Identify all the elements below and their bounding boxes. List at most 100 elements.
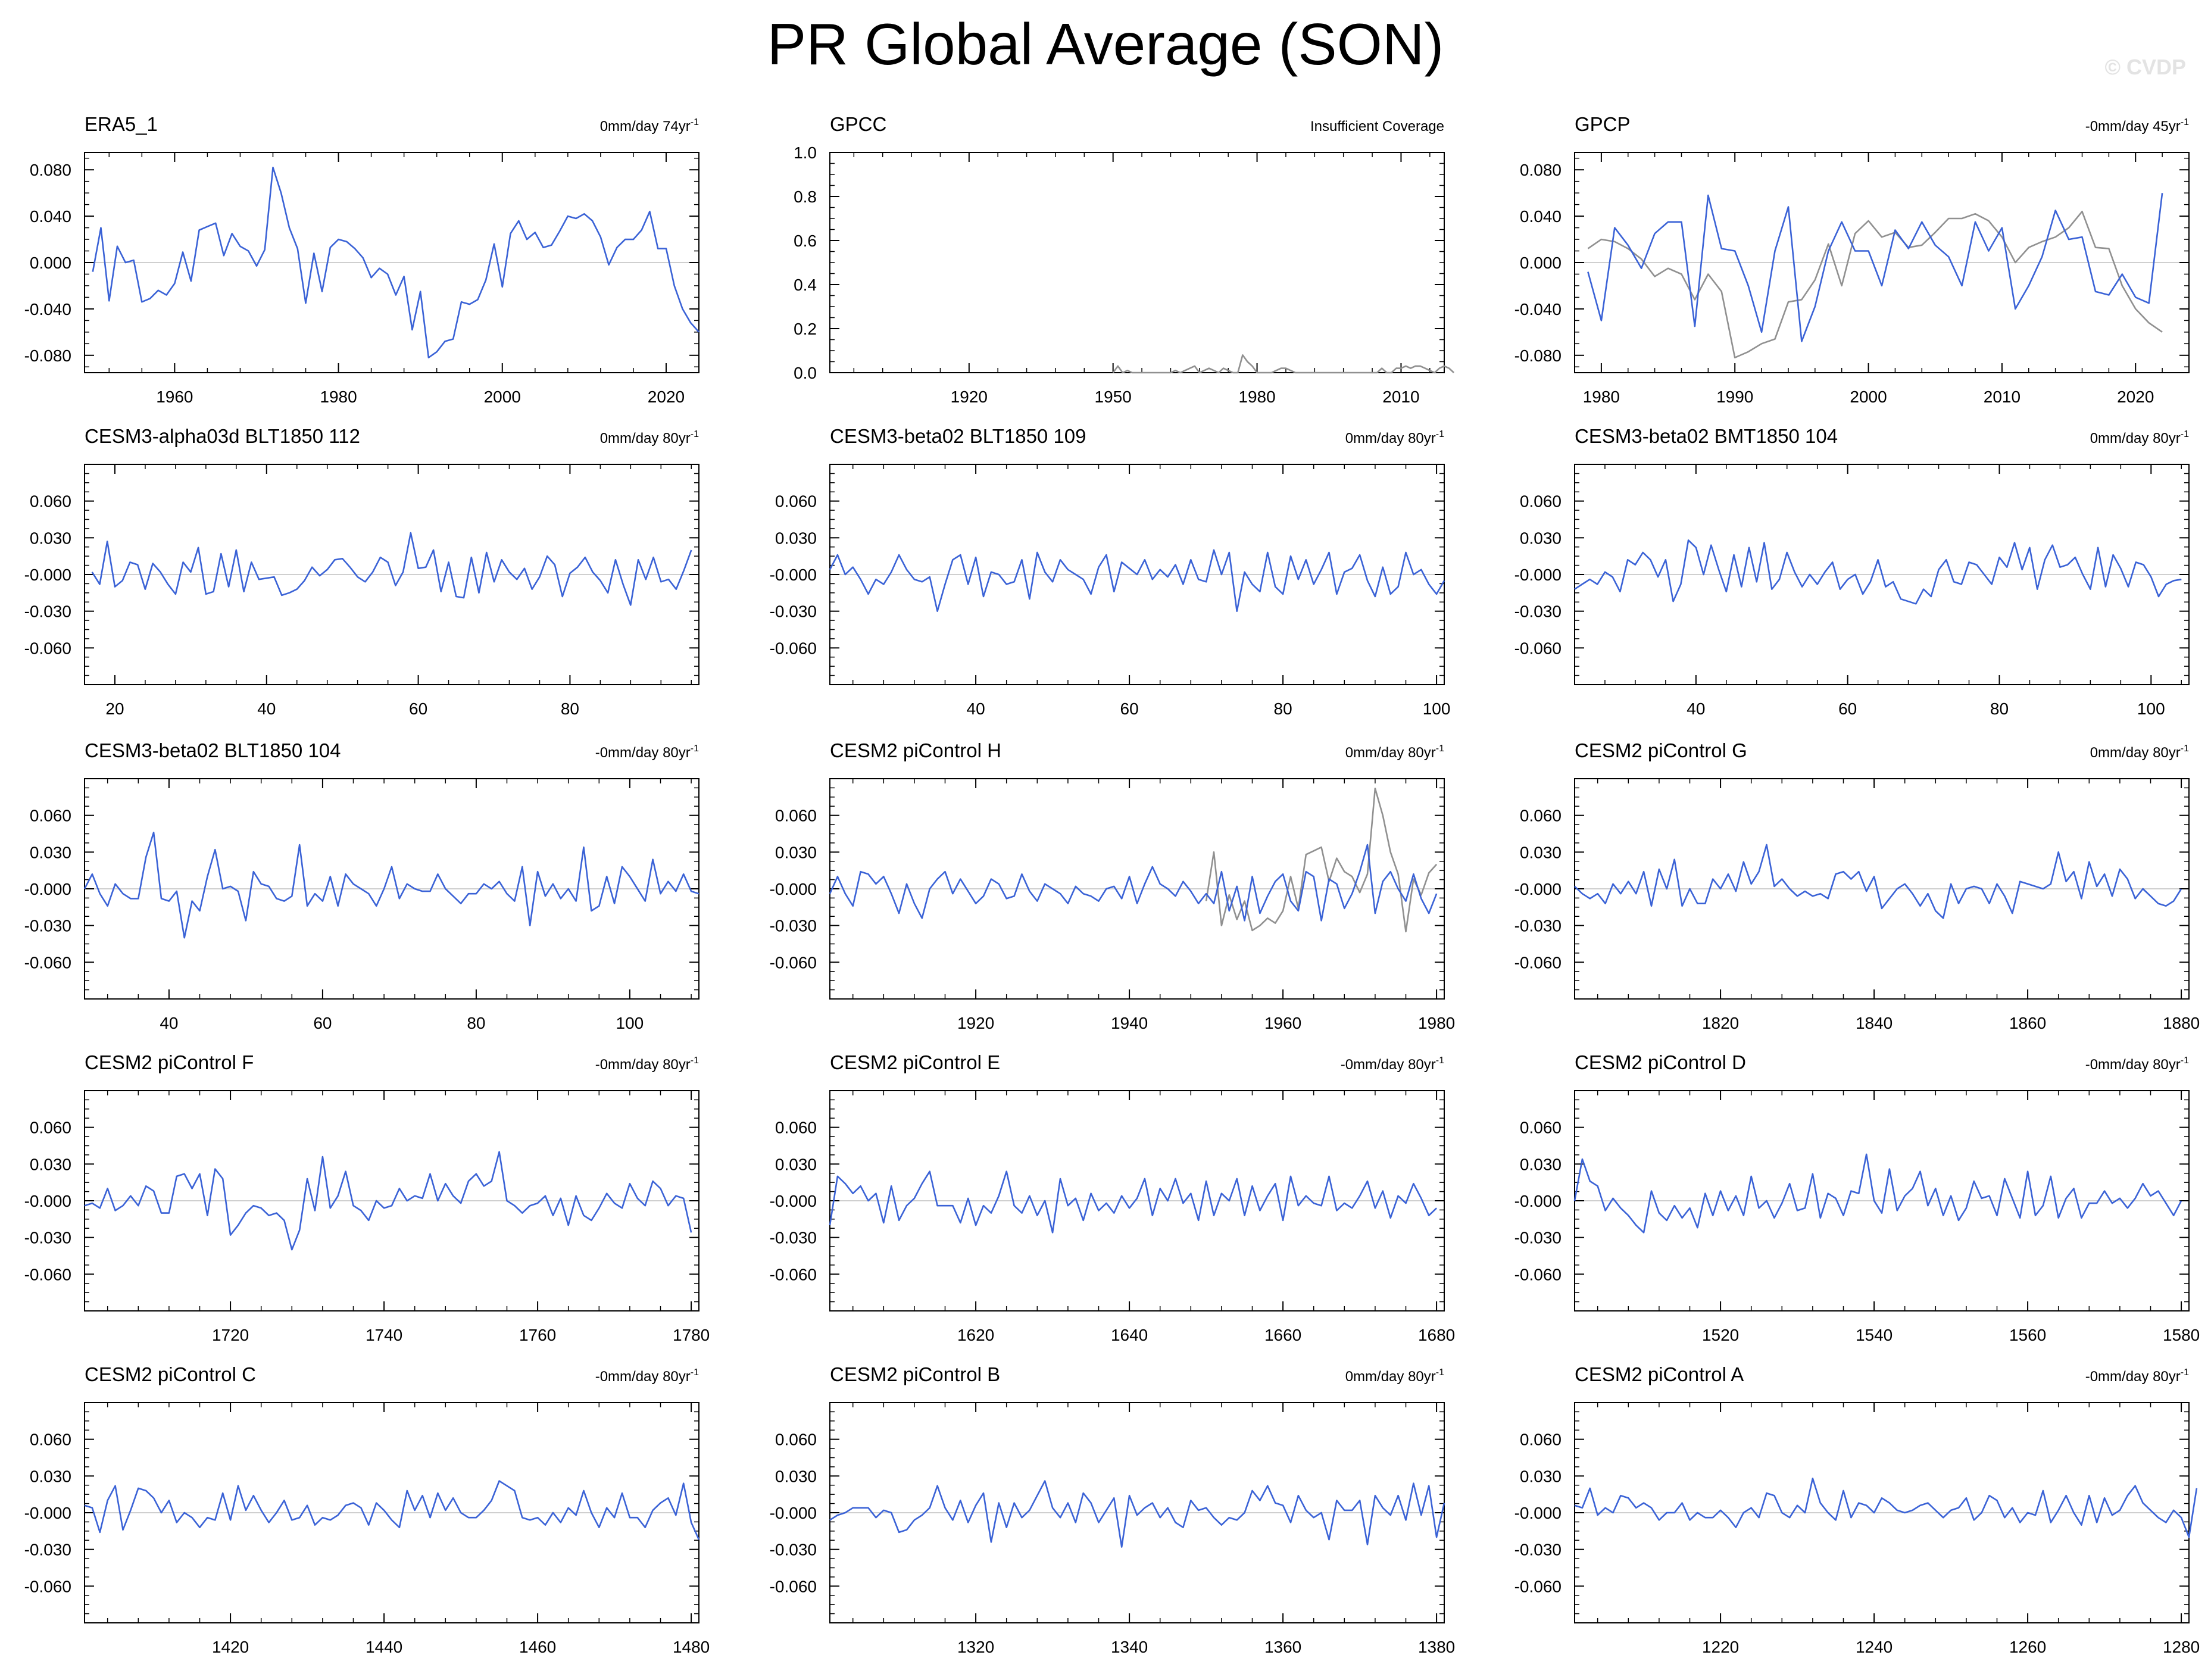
y-tick-label: -0.000: [1514, 1504, 1562, 1522]
y-tick-label: -0.040: [1514, 300, 1562, 318]
x-tick-label: 1440: [366, 1638, 402, 1656]
x-tick-label: 80: [561, 700, 579, 718]
y-tick-label: -0.000: [24, 880, 71, 898]
x-tick-label: 1960: [156, 388, 193, 406]
trend-superscript: -1: [1436, 1056, 1444, 1066]
series-line-primary: [92, 166, 699, 359]
y-tick-label: -0.060: [24, 1265, 71, 1284]
y-tick-label: 0.0: [794, 364, 817, 382]
x-tick-label: 60: [1120, 700, 1139, 718]
x-tick-label: 1580: [2163, 1326, 2200, 1344]
y-tick-label: -0.040: [24, 300, 71, 318]
panel-title: CESM2 piControl F: [85, 1051, 254, 1073]
y-tick-label: -0.030: [1514, 602, 1562, 621]
trend-label: Insufficient Coverage: [1310, 118, 1444, 135]
series-line-primary: [829, 844, 1438, 922]
y-tick-label: -0.080: [1514, 346, 1562, 365]
series-line-reference: [1587, 210, 2163, 359]
trend-label: -0mm/day 45yr-1: [2085, 117, 2189, 135]
panel-title: CESM2 piControl D: [1575, 1051, 1746, 1073]
series-line-primary: [84, 1151, 692, 1251]
y-tick-label: 0.030: [775, 843, 817, 861]
y-tick-label: 0.060: [775, 1119, 817, 1137]
x-tick-label: 1540: [1856, 1326, 1893, 1344]
y-tick-label: 0.030: [30, 843, 71, 861]
series-line-primary: [829, 549, 1445, 612]
y-tick-label: 0.060: [1520, 807, 1562, 825]
trend-label: -0mm/day 80yr-1: [1341, 1056, 1444, 1073]
x-tick-label: 80: [1274, 700, 1292, 718]
y-tick-label: -0.000: [24, 566, 71, 584]
trend-superscript: -1: [691, 117, 699, 127]
y-tick-label: 0.030: [30, 1155, 71, 1173]
panel-11: CESM2 piControl E -0mm/day 80yr-1 -0.060 -0…: [770, 1051, 1456, 1344]
panel-title: GPCC: [830, 113, 886, 135]
y-tick-label: -0.030: [1514, 1229, 1562, 1247]
y-tick-label: -0.060: [24, 953, 71, 972]
trend-label: 0mm/day 80yr-1: [600, 429, 699, 446]
y-tick-label: -0.000: [770, 566, 817, 584]
x-tick-label: 1380: [1418, 1638, 1455, 1656]
panel-9: CESM2 piControl G 0mm/day 80yr-1 -0.060 -0.…: [1514, 739, 2200, 1032]
panel-title: CESM3-beta02 BLT1850 104: [85, 739, 341, 761]
y-tick-label: 0.080: [30, 161, 71, 179]
y-tick-label: -0.000: [24, 1504, 71, 1522]
page-title: PR Global Average (SON): [767, 11, 1444, 77]
x-tick-label: 1760: [519, 1326, 556, 1344]
x-tick-label: 1950: [1095, 388, 1132, 406]
x-tick-label: 1280: [2163, 1638, 2200, 1656]
x-tick-label: 1920: [951, 388, 988, 406]
y-tick-label: -0.030: [770, 917, 817, 935]
y-tick-label: -0.000: [770, 1504, 817, 1522]
panel-title: CESM3-alpha03d BLT1850 112: [85, 425, 360, 447]
x-tick-label: 1680: [1418, 1326, 1455, 1344]
y-tick-label: 1.0: [794, 143, 817, 162]
panel-1: ERA5_1 0mm/day 74yr-1 -0.080 -0.040 0.000 0.0…: [24, 113, 699, 406]
x-tick-label: 1980: [1583, 388, 1620, 406]
y-tick-label: 0.060: [30, 1431, 71, 1449]
trend-superscript: -1: [2181, 1056, 2189, 1066]
y-tick-label: 0.000: [1520, 254, 1562, 272]
x-tick-label: 1260: [2009, 1638, 2046, 1656]
trend-superscript: -1: [691, 429, 699, 439]
x-tick-label: 1840: [1856, 1014, 1893, 1032]
y-tick-label: 0.4: [794, 276, 817, 294]
trend-label: 0mm/day 74yr-1: [600, 117, 699, 135]
x-tick-label: 80: [1990, 700, 2009, 718]
x-tick-label: 1560: [2009, 1326, 2046, 1344]
trend-label: 0mm/day 80yr-1: [1345, 429, 1444, 446]
panel-title: ERA5_1: [85, 113, 158, 135]
y-tick-label: 0.030: [775, 1467, 817, 1485]
x-tick-label: 80: [467, 1014, 485, 1032]
panel-6: CESM3-beta02 BMT1850 104 0mm/day 80yr-1 -0…: [1514, 425, 2190, 718]
trend-superscript: -1: [691, 1367, 699, 1378]
x-tick-label: 1460: [519, 1638, 556, 1656]
panel-title: CESM2 piControl C: [85, 1363, 256, 1385]
y-tick-label: -0.060: [770, 639, 817, 657]
x-tick-label: 1780: [673, 1326, 710, 1344]
series-line-primary: [1573, 1153, 2182, 1234]
trend-superscript: -1: [2181, 744, 2189, 754]
y-tick-label: -0.030: [770, 1229, 817, 1247]
x-tick-label: 100: [1423, 700, 1451, 718]
y-tick-label: 0.2: [794, 320, 817, 338]
y-tick-label: 0.040: [30, 207, 71, 226]
series-line-primary: [1574, 1478, 2198, 1538]
x-tick-label: 2010: [1984, 388, 2020, 406]
trend-label: 0mm/day 80yr-1: [1345, 1367, 1444, 1385]
y-tick-label: 0.060: [30, 492, 71, 511]
panel-5: CESM3-beta02 BLT1850 109 0mm/day 80yr-1 -0…: [770, 425, 1451, 718]
trend-label: -0mm/day 80yr-1: [2085, 1367, 2189, 1385]
y-tick-label: 0.060: [775, 807, 817, 825]
y-tick-label: 0.030: [775, 529, 817, 547]
x-tick-label: 1980: [320, 388, 357, 406]
y-tick-label: -0.060: [24, 639, 71, 657]
panel-title: CESM2 piControl H: [830, 739, 1001, 761]
y-tick-label: 0.040: [1520, 207, 1562, 226]
y-tick-label: 0.030: [1520, 529, 1562, 547]
x-tick-label: 1990: [1716, 388, 1753, 406]
x-tick-label: 40: [257, 700, 276, 718]
y-tick-label: -0.080: [24, 346, 71, 365]
series-line-primary: [84, 1480, 700, 1540]
trend-label: -0mm/day 80yr-1: [595, 1056, 699, 1073]
